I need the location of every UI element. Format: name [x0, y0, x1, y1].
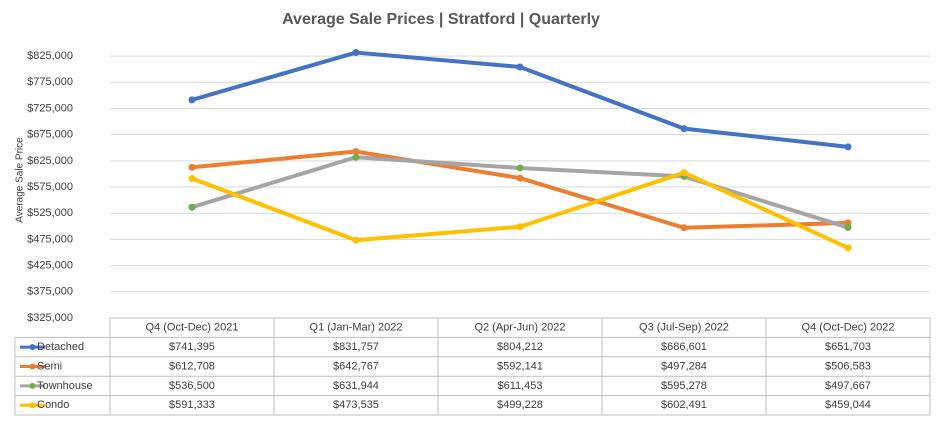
series-marker [188, 174, 196, 182]
x-tick-label: Q2 (Apr-Jun) 2022 [474, 322, 565, 334]
y-tick-label: $775,000 [27, 76, 73, 88]
y-tick-label: $475,000 [27, 233, 73, 245]
legend-key-marker [29, 382, 36, 389]
series-marker [188, 203, 196, 211]
chart-title: Average Sale Prices | Stratford | Quarte… [282, 11, 600, 28]
y-tick-label: $625,000 [27, 155, 73, 167]
y-tick-label: $525,000 [27, 207, 73, 219]
legend-label: Semi [37, 360, 62, 372]
table-value: $591,333 [169, 399, 215, 411]
series-marker [352, 148, 360, 156]
table-value: $497,667 [825, 380, 871, 392]
x-tick-label: Q1 (Jan-Mar) 2022 [310, 322, 403, 334]
series-marker [844, 143, 852, 151]
table-value: $602,491 [661, 399, 707, 411]
y-tick-label: $325,000 [27, 312, 73, 324]
legend-label: Townhouse [37, 380, 93, 392]
table-value: $473,535 [333, 399, 379, 411]
table-value: $497,284 [661, 360, 707, 372]
table-value: $595,278 [661, 380, 707, 392]
table-value: $642,767 [333, 360, 379, 372]
series-marker [516, 63, 524, 71]
table-value: $631,944 [333, 380, 379, 392]
series-marker [352, 236, 360, 244]
series-marker [188, 96, 196, 104]
y-axis-title: Average Sale Price [15, 137, 26, 223]
y-tick-label: $575,000 [27, 181, 73, 193]
series-line [190, 170, 850, 250]
table-value: $611,453 [497, 380, 542, 392]
y-tick-label: $675,000 [27, 129, 73, 141]
table-value: $741,395 [169, 341, 215, 353]
legend-label: Detached [37, 341, 84, 353]
series-marker [516, 223, 524, 231]
x-tick-label: Q4 (Oct-Dec) 2021 [146, 322, 239, 334]
table-value: $651,703 [825, 341, 871, 353]
y-tick-label: $725,000 [27, 102, 73, 114]
series-marker [844, 224, 852, 232]
table-value: $686,601 [661, 341, 707, 353]
table-value: $506,583 [825, 360, 871, 372]
legend-key-marker [29, 402, 36, 409]
table-value: $612,708 [169, 360, 215, 372]
y-tick-label: $425,000 [27, 260, 73, 272]
series-marker [352, 153, 360, 161]
series-marker [516, 164, 524, 172]
x-tick-label: Q3 (Jul-Sep) 2022 [639, 322, 729, 334]
series-marker [188, 163, 196, 171]
y-tick-label: $825,000 [27, 50, 73, 62]
series-marker [352, 49, 360, 57]
table-value: $592,141 [497, 360, 543, 372]
series-marker [680, 224, 688, 232]
table-value: $459,044 [825, 399, 871, 411]
table-value: $804,212 [497, 341, 543, 353]
legend-key-marker [29, 363, 36, 370]
legend-key-marker [29, 344, 36, 351]
legend-label: Condo [37, 399, 69, 411]
y-tick-label: $375,000 [27, 286, 73, 298]
series-marker [680, 169, 688, 177]
series-marker [844, 244, 852, 252]
table-value: $831,757 [333, 341, 379, 353]
table-value: $499,228 [497, 399, 543, 411]
series-marker [680, 125, 688, 133]
series-marker [516, 174, 524, 182]
x-tick-label: Q4 (Oct-Dec) 2022 [802, 322, 895, 334]
table-value: $536,500 [169, 380, 215, 392]
